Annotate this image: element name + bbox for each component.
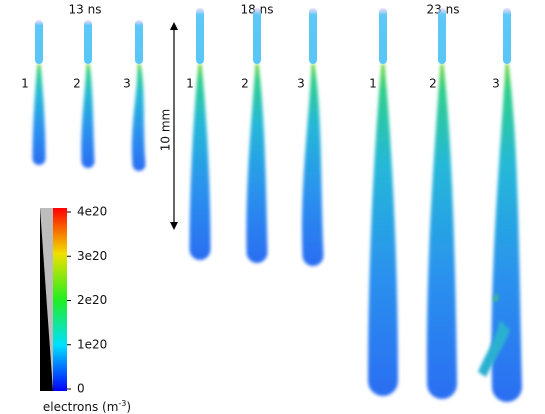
streamer	[131, 64, 146, 171]
run-label: 3	[297, 77, 305, 91]
electrode	[438, 8, 446, 64]
colorbar-tick-label: 0	[77, 382, 85, 396]
colorbar-label: electrons (m-3)	[43, 399, 131, 414]
streamer	[368, 64, 398, 396]
streamer	[246, 64, 268, 263]
electrode	[379, 8, 387, 64]
electrode	[135, 20, 143, 64]
run-label: 1	[21, 77, 29, 91]
colorbar-tick-label: 1e20	[77, 337, 107, 351]
run-label: 2	[73, 77, 81, 91]
colorbar-gradient	[53, 208, 67, 391]
colorbar-tick-label: 3e20	[77, 249, 107, 263]
electrode	[196, 8, 204, 64]
run-label: 2	[241, 77, 249, 91]
colorbar-opacity-ramp	[40, 208, 53, 391]
electrode	[503, 8, 511, 64]
streamer	[81, 64, 95, 169]
electrode	[253, 8, 261, 64]
scale-label: 10 mm	[159, 109, 173, 151]
run-label: 3	[123, 77, 131, 91]
time-label: 13 ns	[69, 3, 102, 17]
streamer	[189, 64, 211, 260]
streamers: 13 ns1 2 318 ns1 2 323 ns1 2 3	[21, 3, 522, 402]
run-label: 1	[186, 77, 194, 91]
colorbar-tick-label: 2e20	[77, 293, 107, 307]
electrode	[309, 8, 317, 64]
streamer	[426, 64, 457, 399]
run-label: 1	[369, 77, 377, 91]
run-label: 2	[429, 77, 437, 91]
streamer	[491, 64, 522, 402]
streamer-branch	[478, 320, 510, 377]
electrode	[35, 20, 43, 64]
streamer-branch	[493, 292, 498, 302]
colorbar-tick-label: 4e20	[77, 205, 107, 219]
scale-bar: 10 mm	[159, 22, 178, 230]
electrode	[84, 20, 92, 64]
streamer	[32, 64, 46, 166]
run-label: 3	[492, 77, 500, 91]
streamer	[301, 64, 324, 266]
colorbar: 4e20 3e20 2e20 1e20 0 electrons (m-3)	[40, 205, 131, 414]
